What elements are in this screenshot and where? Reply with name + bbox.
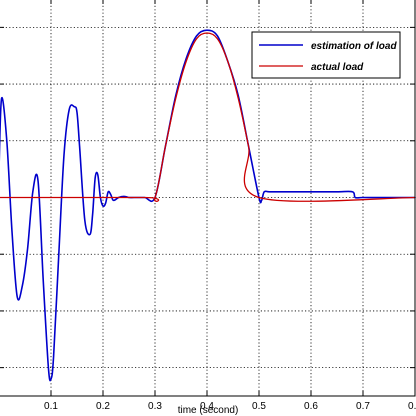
series-estimation-of-load-line bbox=[0, 29, 416, 382]
x-tick-label: 0.5 bbox=[252, 401, 266, 412]
legend-box bbox=[251, 31, 401, 79]
x-tick-labels: 0.1 0.2 0.3 0.4 0.5 0.6 0.7 0.8 bbox=[44, 401, 416, 412]
legend: estimation of load actual load bbox=[251, 31, 401, 79]
series-group bbox=[0, 29, 416, 382]
plot-frame bbox=[0, 0, 416, 397]
x-tick-label: 0.4 bbox=[200, 401, 214, 412]
axis-ticks bbox=[0, 0, 416, 396]
x-tick-label: 0.1 bbox=[44, 401, 58, 412]
legend-label-estimation: estimation of load bbox=[311, 41, 397, 52]
x-tick-label: 0.7 bbox=[356, 401, 370, 412]
series-actual-load-line bbox=[0, 32, 416, 202]
x-tick-label: 0.2 bbox=[96, 401, 110, 412]
x-tick-label: 0.8 bbox=[408, 401, 416, 412]
legend-label-actual: actual load bbox=[311, 62, 364, 73]
x-tick-label: 0.3 bbox=[148, 401, 162, 412]
x-axis-label: time (second) bbox=[178, 405, 239, 416]
x-tick-label: 0.6 bbox=[304, 401, 318, 412]
